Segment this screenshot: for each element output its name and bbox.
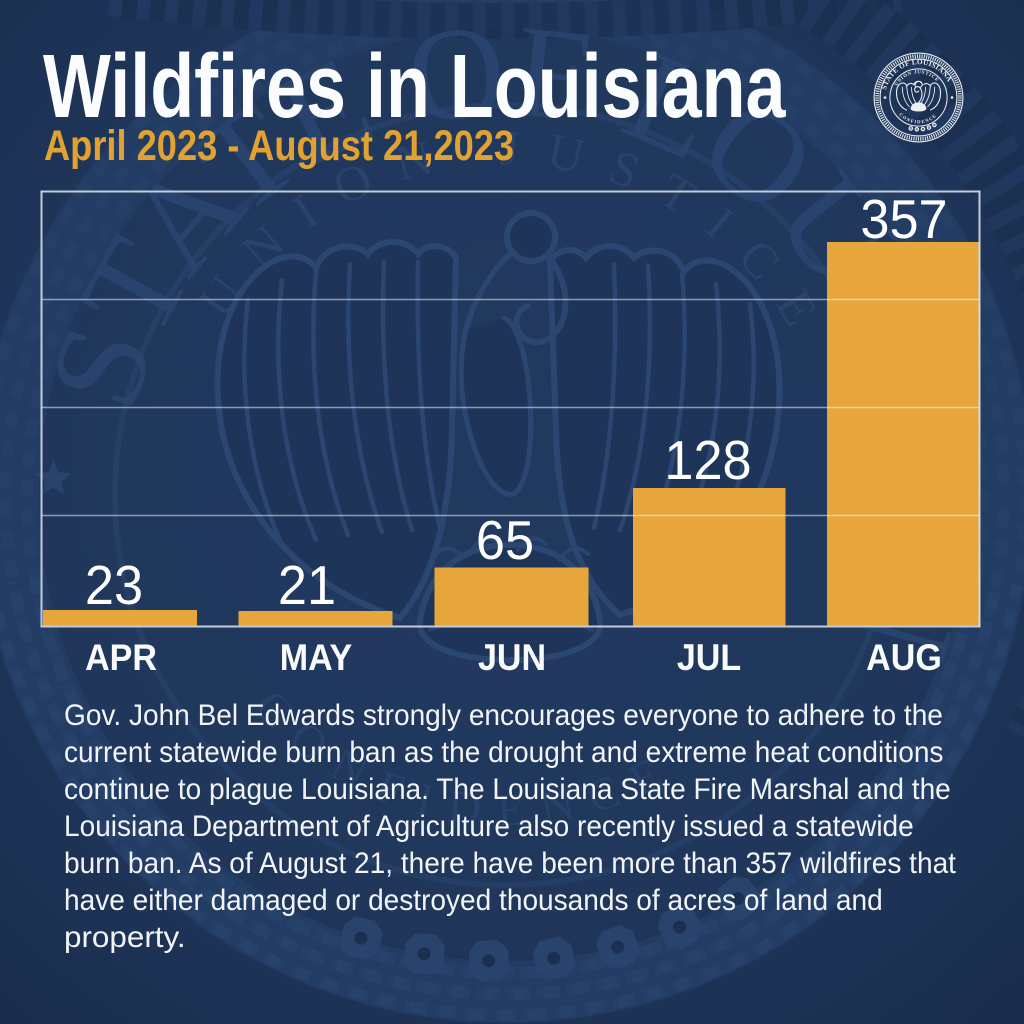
svg-text:CONFIDENCE: CONFIDENCE <box>898 113 939 126</box>
